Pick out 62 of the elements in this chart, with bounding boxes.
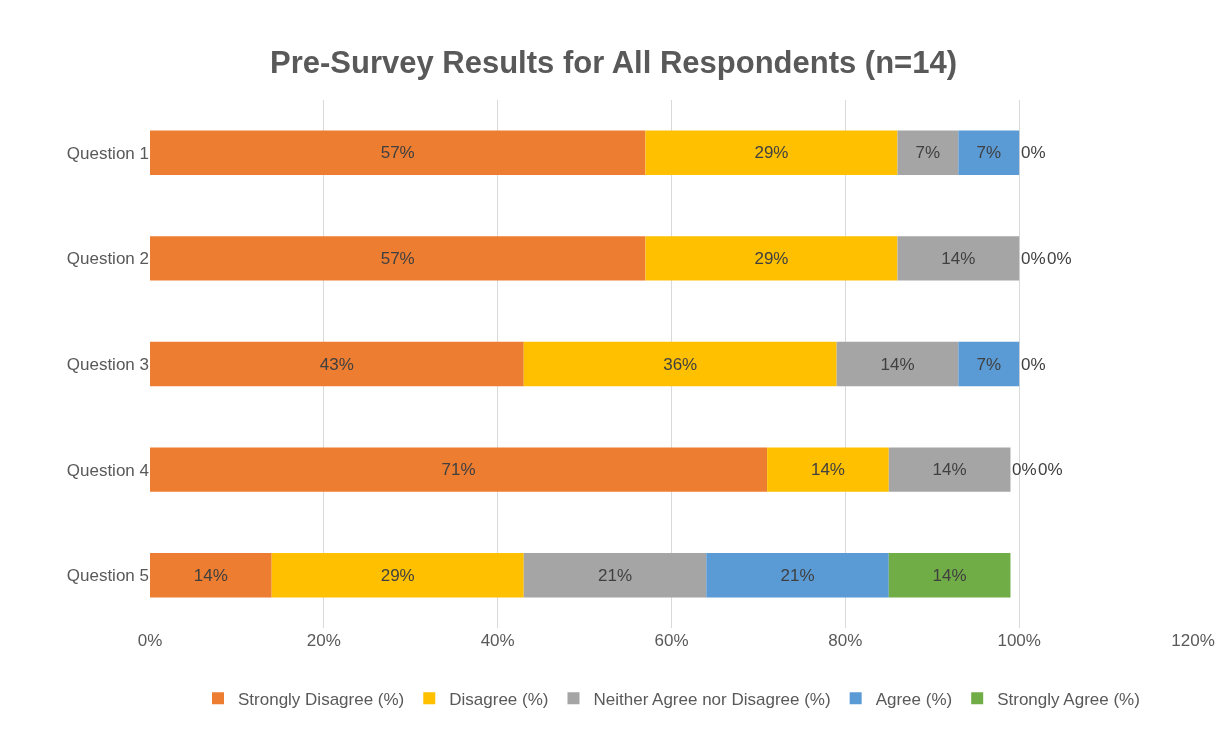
legend-label: Neither Agree nor Disagree (%) [593,689,831,709]
data-label: 14% [810,460,845,480]
legend-label: Disagree (%) [449,689,549,709]
data-label: 14% [932,460,967,480]
bar [897,236,1020,281]
bar [836,341,959,387]
bar [150,236,646,281]
data-label: 14% [941,248,976,268]
data-label: 43% [319,354,354,374]
data-label: 29% [754,143,789,163]
bar [958,341,1020,387]
y-tick-label: Question 4 [66,460,149,480]
bar [150,341,524,387]
data-label: 0% [1038,460,1063,479]
x-tick-label: 100% [997,631,1041,650]
data-label: 57% [380,143,415,163]
legend-label: Strongly Disagree (%) [238,689,405,709]
x-tick-label: 40% [480,631,515,650]
legend-label: Agree (%) [875,689,953,709]
x-tick-label: 80% [828,631,863,650]
bar [645,130,898,175]
data-label: 7% [976,143,1002,163]
y-tick-label: Question 3 [66,354,149,374]
bar [523,341,837,387]
y-tick-label: Question 1 [66,143,149,163]
data-label: 71% [441,460,476,480]
legend-label: Strongly Agree (%) [997,689,1140,709]
x-tick-label: 120% [1171,631,1215,650]
bar [897,130,959,175]
bar [150,447,768,492]
bar [150,553,272,598]
x-tick-label: 60% [654,631,689,650]
data-label: 0% [1012,460,1037,479]
bar [767,447,889,492]
bar [271,553,524,598]
data-label: 7% [915,143,941,163]
y-tick-label: Question 2 [66,249,149,269]
data-label: 29% [380,565,415,585]
data-label: 14% [932,565,967,585]
bar [888,553,1011,598]
bar [888,447,1011,492]
data-label: 0% [1021,143,1046,162]
y-tick-label: Question 5 [66,566,149,586]
x-tick-label: 0% [137,631,163,650]
bar [645,236,898,281]
chart-title: Pre-Survey Results for All Respondents (n=14) [269,44,958,80]
data-label: 57% [380,248,415,268]
data-label: 36% [663,354,698,374]
data-label: 21% [780,565,815,585]
data-label: 0% [1021,355,1046,374]
bar [150,130,646,175]
data-label: 21% [597,565,633,585]
data-label: 14% [880,354,915,374]
data-label: 29% [754,248,789,268]
x-tick-label: 20% [306,631,341,650]
bar [523,553,707,598]
bar [706,553,889,598]
bar [958,130,1020,175]
data-label: 14% [193,565,228,585]
data-label: 7% [976,354,1002,374]
data-label: 0% [1021,249,1046,268]
data-label: 0% [1047,249,1072,268]
